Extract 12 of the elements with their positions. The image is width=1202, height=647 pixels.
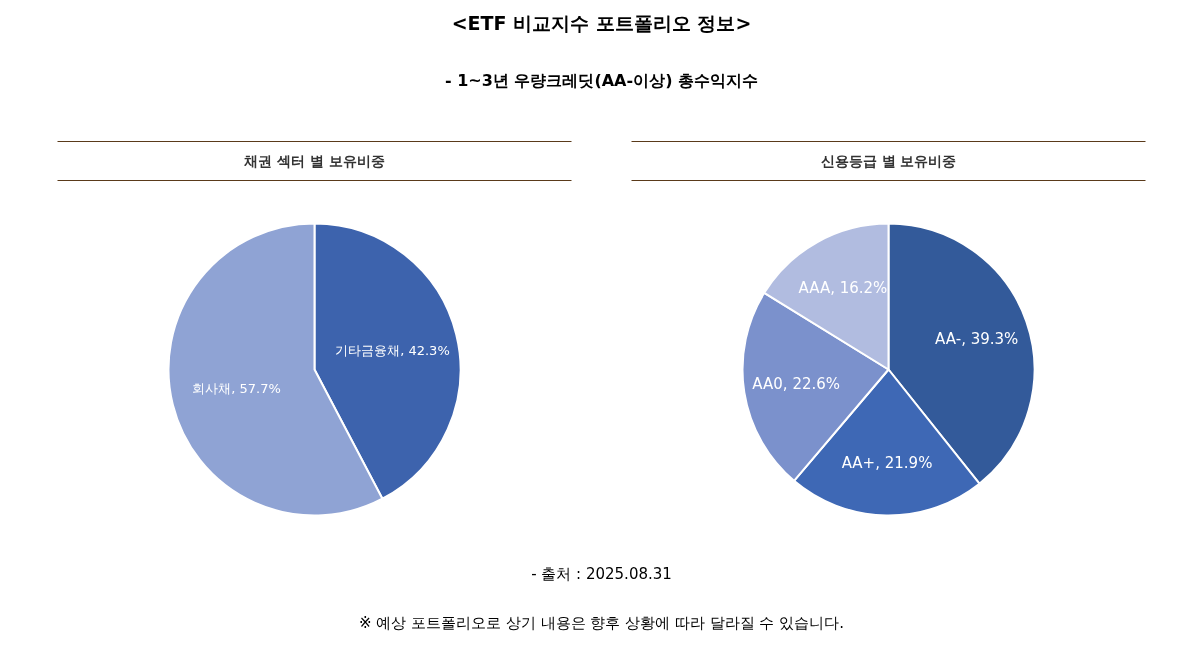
text: <ETF 비교지수 포트폴리오 정보> [451, 11, 752, 34]
slice-label: 기타금융채, 42.3% [335, 342, 450, 358]
slice-label: 회사채, 57.7% [192, 381, 281, 397]
text: ※ 예상 포트폴리오로 상기 내용은 향후 상황에 따라 달라질 수 있습니다. [358, 613, 845, 632]
text: - 출처 : 2025.08.31 [531, 564, 672, 583]
slice-label: AA-, 39.3% [935, 329, 1019, 348]
text: - 1~3년 우량크레딧(AA-이상) 총수익지수 [444, 71, 759, 90]
slice-label: AA0, 22.6% [752, 375, 841, 394]
slice-label: AAA, 16.2% [798, 278, 888, 297]
chart-title: 채권 섹터 별 보유비중 [243, 152, 385, 169]
chart-title: 신용등급 별 보유비중 [820, 152, 957, 169]
slice-label: AA+, 21.9% [841, 453, 933, 472]
